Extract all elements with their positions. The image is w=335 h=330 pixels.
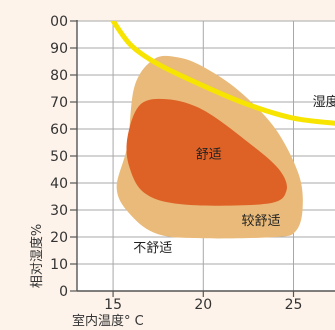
series-lines bbox=[110, 21, 335, 126]
label-uncomfortable: 不舒适 bbox=[133, 241, 172, 256]
x-axis-title: 室内温度° C bbox=[72, 313, 144, 329]
y-tick-label: 40 bbox=[50, 176, 68, 192]
y-tick-label: 00 bbox=[50, 14, 68, 30]
axes bbox=[70, 20, 335, 297]
y-tick-label: 10 bbox=[50, 257, 68, 273]
y-tick-label: 80 bbox=[50, 68, 68, 84]
y-tick-label: 20 bbox=[50, 230, 68, 246]
y-tick-label: 90 bbox=[50, 41, 68, 57]
label-comfortable: 舒适 bbox=[196, 148, 222, 163]
y-tick-label: 30 bbox=[50, 203, 68, 219]
y-tick-label: 60 bbox=[50, 122, 68, 138]
label-humidity-curve: 湿度曲线 bbox=[313, 94, 335, 110]
label-fairly-comfortable: 较舒适 bbox=[242, 214, 281, 229]
region-comfortable bbox=[126, 98, 287, 206]
x-tick-label: 20 bbox=[194, 297, 212, 313]
humidity-curve-line bbox=[110, 21, 335, 126]
x-tick-label: 25 bbox=[285, 297, 303, 313]
y-tick-label: 50 bbox=[50, 149, 68, 165]
x-tick-label: 15 bbox=[104, 297, 122, 313]
y-axis-title: 相对湿度% bbox=[29, 224, 45, 288]
comfort-regions bbox=[116, 55, 303, 239]
tick-labels: 0 10 20 30 40 50 60 70 80 90 00 15 20 25 bbox=[50, 14, 302, 313]
y-tick-label: 0 bbox=[59, 284, 68, 300]
y-tick-label: 70 bbox=[50, 95, 68, 111]
